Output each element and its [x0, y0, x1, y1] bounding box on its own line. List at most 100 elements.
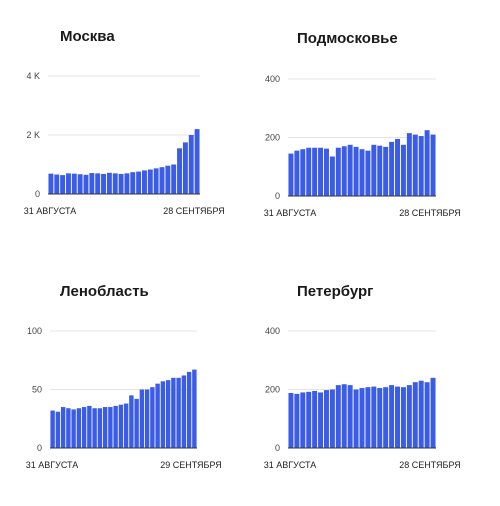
bar [341, 384, 347, 448]
y-tick-label: 200 [265, 385, 280, 395]
bar [101, 173, 106, 194]
bar [171, 164, 177, 194]
bar [159, 167, 165, 194]
x-tick-label: 28 СЕНТЯБРЯ [399, 208, 461, 218]
bar [383, 146, 389, 196]
x-tick-label: 31 АВГУСТА [24, 206, 77, 216]
chart-panel-moscow: Москва 0 2 K 4 K 31 АВГУСТА 28 СЕНТЯБРЯ [0, 0, 250, 240]
bar [288, 153, 294, 196]
bar [181, 375, 187, 448]
bar [359, 388, 365, 448]
bar [102, 407, 108, 448]
y-tick-label: 200 [265, 133, 280, 143]
bar [118, 404, 124, 448]
bar [318, 392, 324, 448]
bar [108, 407, 113, 448]
bar [318, 147, 324, 196]
bar [139, 389, 145, 448]
bar [347, 144, 353, 196]
bar [371, 386, 377, 448]
bar [165, 380, 171, 448]
bar [306, 147, 312, 196]
bar [424, 382, 430, 448]
chart-title: Москва [60, 28, 115, 45]
bar [371, 144, 377, 196]
bar [400, 144, 406, 196]
bar [194, 129, 200, 194]
bar [424, 130, 430, 196]
bar [329, 156, 335, 196]
chart-title: Петербург [297, 283, 374, 300]
bar [335, 147, 341, 196]
x-tick-label: 28 СЕНТЯБРЯ [399, 460, 461, 470]
bar [50, 410, 55, 448]
bar [136, 171, 142, 194]
bar [389, 141, 395, 196]
bar [123, 403, 129, 448]
bar [300, 392, 306, 448]
bar [312, 390, 318, 448]
bar [335, 385, 341, 448]
bar [288, 393, 294, 448]
bar [129, 395, 134, 448]
bar [353, 389, 359, 448]
bar [112, 173, 118, 194]
bar-chart-moscow-region: 0 200 400 31 АВГУСТА 28 СЕНТЯБРЯ [264, 74, 461, 218]
bar [359, 149, 365, 196]
bar [312, 147, 318, 196]
x-tick-label: 31 АВГУСТА [26, 460, 79, 470]
bar-chart-moscow: 0 2 K 4 K 31 АВГУСТА 28 СЕНТЯБРЯ [24, 71, 225, 216]
bar [377, 388, 383, 448]
bar [97, 408, 103, 448]
bar [142, 170, 147, 194]
bar [323, 148, 329, 196]
bar [389, 385, 395, 448]
bar [77, 174, 83, 194]
chart-panel-leningrad-region: Ленобласть 0 50 100 31 АВГУСТА 29 СЕНТЯБРЯ [0, 255, 250, 495]
x-tick-label: 29 СЕНТЯБРЯ [160, 460, 222, 470]
chart-panel-moscow-region: Подмосковье 0 200 400 31 АВГУСТА 28 СЕНТЯБРЯ [250, 0, 500, 240]
bar [406, 133, 412, 196]
x-tick-label: 28 СЕНТЯБРЯ [163, 206, 225, 216]
bar [347, 385, 353, 448]
bar [400, 387, 406, 448]
bar [176, 377, 181, 448]
bar [395, 386, 400, 448]
bar [300, 149, 306, 196]
bar [66, 173, 71, 194]
bar [71, 173, 77, 194]
y-tick-label: 4 K [26, 71, 40, 81]
bar [89, 173, 95, 194]
x-tick-label: 31 АВГУСТА [264, 460, 317, 470]
bar [150, 387, 155, 448]
y-tick-label: 0 [35, 189, 40, 199]
bar [87, 405, 92, 448]
bar [71, 409, 76, 448]
bar [182, 142, 188, 195]
bar [113, 405, 118, 448]
bar [188, 135, 194, 194]
bar [294, 150, 300, 196]
chart-title: Ленобласть [60, 283, 149, 300]
bar [60, 407, 66, 448]
bar [329, 389, 335, 448]
bar [118, 173, 124, 194]
bar [186, 371, 192, 448]
bar [418, 380, 424, 448]
bar [412, 134, 418, 196]
chart-title: Подмосковье [297, 30, 398, 47]
bar [160, 381, 166, 448]
y-tick-label: 50 [32, 385, 42, 395]
bar [171, 377, 176, 448]
bar [323, 390, 329, 448]
bar [395, 138, 400, 196]
chart-panel-petersburg: Петербург 0 200 400 31 АВГУСТА 28 СЕНТЯБРЯ [250, 255, 500, 495]
bar [54, 174, 60, 194]
bar [412, 382, 418, 448]
bar [83, 174, 89, 194]
bar [155, 383, 160, 448]
bar [294, 393, 300, 448]
bar [192, 369, 197, 448]
bar [418, 136, 424, 196]
y-tick-label: 0 [275, 191, 280, 201]
